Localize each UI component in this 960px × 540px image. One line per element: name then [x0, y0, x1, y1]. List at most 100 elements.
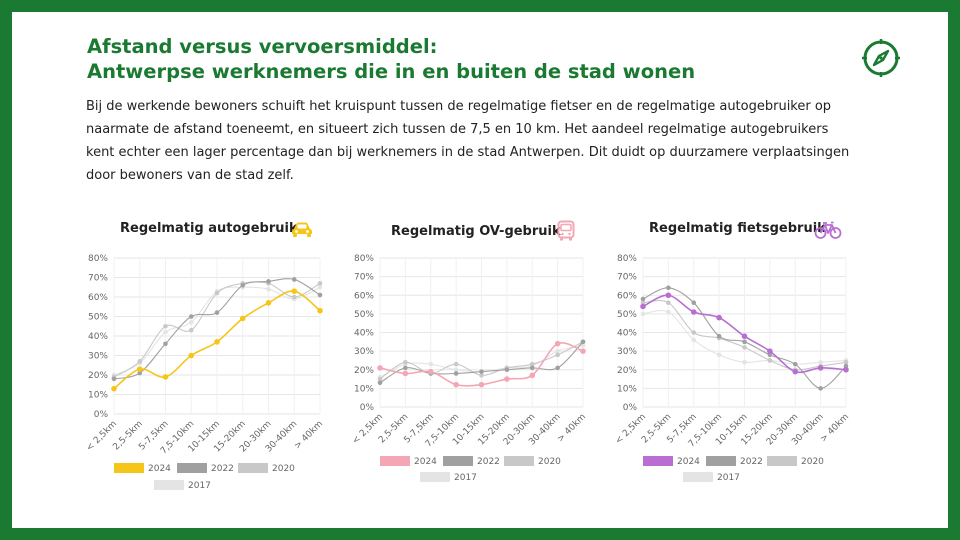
legend-label: 2024: [414, 457, 437, 467]
y-tick-label: 30%: [617, 347, 637, 357]
data-point-2020: [291, 294, 297, 300]
data-point-2022: [188, 314, 194, 319]
data-point-2020: [843, 360, 849, 365]
data-point-2017: [640, 311, 646, 317]
chart-title-ov: Regelmatig OV-gebruik: [391, 224, 561, 239]
y-tick-label: 40%: [88, 332, 108, 342]
data-point-2024: [504, 376, 510, 382]
data-point-2022: [818, 386, 823, 391]
legend-swatch-2024: [114, 463, 144, 473]
legend-label: 2020: [801, 457, 824, 467]
data-point-2024: [767, 348, 773, 354]
y-tick-label: 0%: [360, 403, 375, 413]
data-point-2024: [529, 372, 536, 379]
data-point-2024: [377, 365, 383, 371]
data-point-2024: [291, 288, 298, 294]
x-tick-label: > 40km: [293, 419, 325, 451]
data-point-2024: [214, 339, 220, 345]
data-point-2020: [453, 361, 459, 367]
data-point-2024: [478, 381, 485, 388]
y-tick-label: 50%: [617, 310, 637, 320]
legend-swatch-2022: [443, 456, 473, 466]
y-tick-label: 20%: [354, 366, 374, 376]
legend-label: 2017: [454, 473, 477, 483]
data-point-2022: [716, 333, 722, 339]
data-point-2024: [317, 307, 323, 314]
data-point-2017: [580, 343, 586, 348]
data-point-2017: [555, 348, 560, 354]
data-point-2024: [690, 309, 697, 315]
data-point-2020: [163, 323, 168, 329]
data-point-2017: [317, 284, 323, 290]
data-point-2024: [716, 314, 722, 321]
data-point-2020: [188, 327, 194, 333]
data-point-2024: [402, 370, 409, 377]
legend-label: 2022: [211, 464, 234, 474]
slide: [12, 12, 948, 528]
legend-label: 2020: [272, 464, 295, 474]
data-point-2022: [742, 339, 747, 345]
legend-swatch-2024: [643, 456, 673, 466]
data-point-2022: [403, 365, 408, 371]
page-title: Afstand versus vervoersmiddel: Antwerpse…: [87, 34, 695, 84]
data-point-2024: [453, 381, 459, 388]
y-tick-label: 80%: [354, 254, 374, 264]
y-tick-label: 10%: [88, 391, 108, 401]
data-point-2020: [377, 376, 383, 382]
legend-swatch-2017: [154, 480, 184, 490]
legend-label: 2017: [717, 473, 740, 483]
data-point-2022: [111, 376, 117, 382]
data-point-2022: [377, 380, 383, 386]
data-point-2017: [742, 360, 747, 365]
data-point-2020: [666, 300, 671, 305]
y-tick-label: 50%: [88, 313, 108, 323]
car-icon: [292, 222, 312, 237]
y-tick-label: 60%: [354, 291, 374, 301]
data-point-2024: [162, 374, 169, 380]
data-point-2020: [479, 373, 484, 378]
legend-swatch-2017: [683, 472, 713, 482]
y-tick-label: 80%: [88, 254, 108, 264]
legend-label: 2024: [677, 457, 700, 467]
data-point-2020: [640, 300, 646, 305]
chart-title-bike: Regelmatig fietsgebruik: [649, 221, 826, 236]
data-point-2017: [163, 329, 168, 335]
data-point-2022: [317, 292, 323, 298]
data-point-2022: [214, 310, 220, 315]
data-point-2022: [240, 283, 246, 288]
data-point-2017: [428, 361, 434, 367]
y-tick-label: 70%: [354, 273, 374, 283]
y-tick-label: 10%: [617, 384, 637, 394]
data-point-2024: [817, 365, 824, 371]
y-tick-label: 70%: [617, 273, 637, 283]
y-tick-label: 60%: [88, 293, 108, 303]
data-point-2022: [504, 367, 510, 373]
data-point-2024: [741, 333, 748, 340]
data-point-2020: [137, 359, 143, 364]
data-point-2024: [580, 348, 586, 354]
y-tick-label: 30%: [88, 352, 108, 362]
data-point-2022: [691, 300, 697, 305]
legend-swatch-2024: [380, 456, 410, 466]
legend-label: 2017: [188, 481, 211, 491]
chart-ov-usage: 0%10%20%30%40%50%60%70%80%< 2,5km2,5-5km…: [351, 254, 588, 483]
data-point-2017: [266, 286, 271, 292]
legend-swatch-2022: [177, 463, 207, 473]
data-point-2024: [792, 368, 799, 375]
legend-swatch-2020: [238, 463, 268, 473]
data-point-2024: [640, 303, 646, 310]
data-point-2020: [691, 330, 697, 335]
data-point-2022: [792, 361, 798, 367]
data-point-2020: [555, 352, 560, 358]
y-tick-label: 10%: [354, 384, 374, 394]
compass-icon: [862, 39, 900, 77]
data-point-2022: [163, 341, 168, 347]
data-point-2022: [640, 296, 646, 302]
y-tick-label: 0%: [94, 410, 109, 420]
intro-paragraph: Bij de werkende bewoners schuift het kru…: [86, 99, 850, 183]
legend-swatch-2022: [706, 456, 736, 466]
data-point-2022: [266, 279, 271, 284]
data-point-2022: [767, 352, 773, 358]
y-tick-label: 40%: [617, 329, 637, 339]
data-point-2024: [111, 385, 117, 392]
